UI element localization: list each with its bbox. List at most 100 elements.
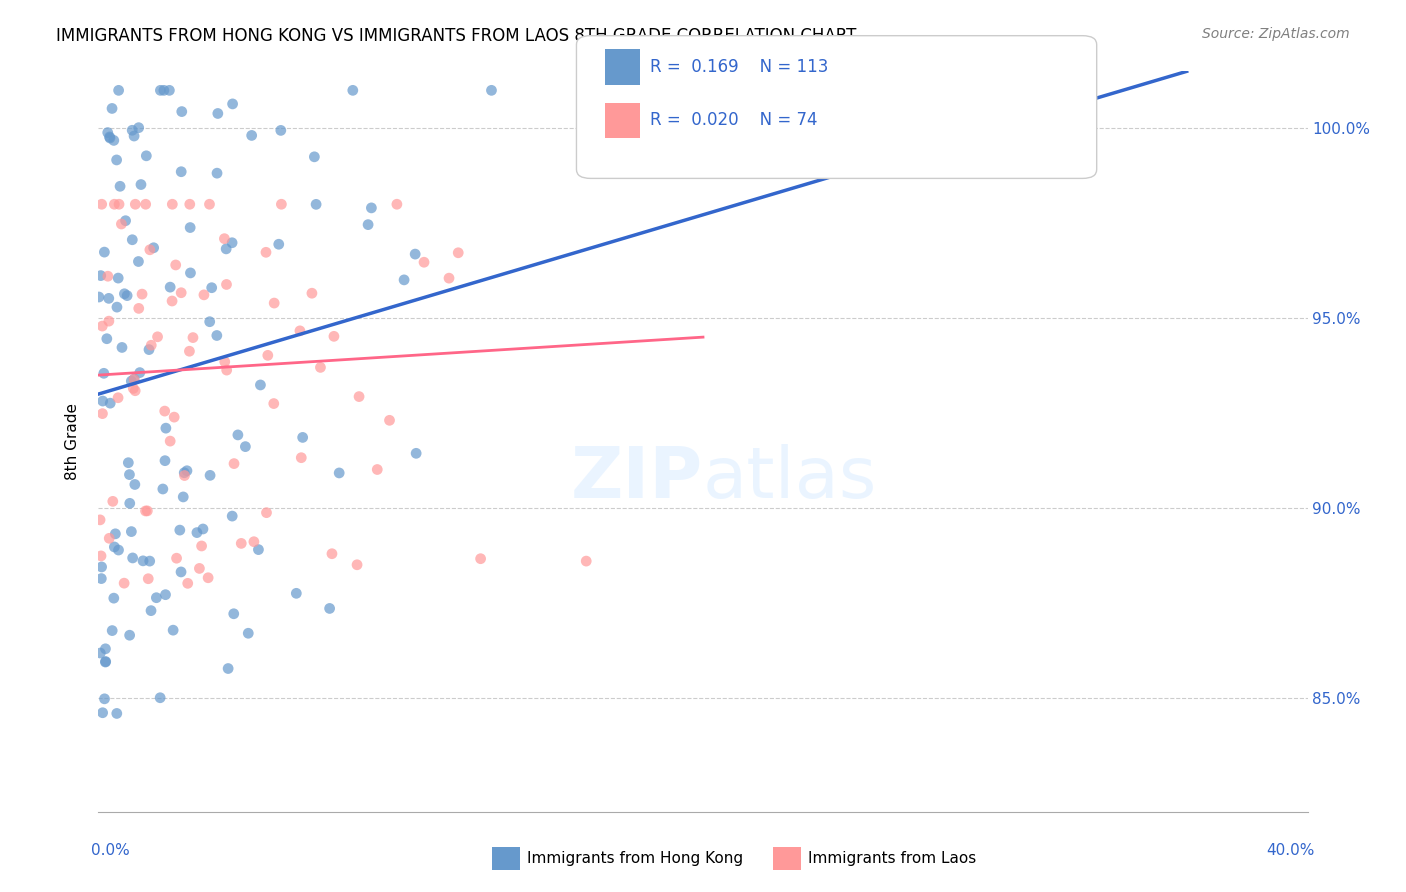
Immigrants from Hong Kong xyxy=(153,453,176,467)
Text: R =  0.020    N = 74: R = 0.020 N = 74 xyxy=(650,112,817,129)
Immigrants from Hong Kong xyxy=(138,554,160,568)
Immigrants from Laos xyxy=(97,314,120,328)
Immigrants from Laos xyxy=(263,296,285,310)
Immigrants from Hong Kong xyxy=(138,343,160,357)
Y-axis label: 8th Grade: 8th Grade xyxy=(65,403,80,480)
Immigrants from Hong Kong xyxy=(176,464,198,478)
Immigrants from Hong Kong xyxy=(90,572,112,586)
Immigrants from Hong Kong xyxy=(170,565,193,579)
Immigrants from Hong Kong xyxy=(153,83,176,97)
Immigrants from Laos xyxy=(98,531,121,545)
Immigrants from Hong Kong xyxy=(98,131,121,145)
Immigrants from Laos xyxy=(290,450,312,465)
Immigrants from Laos xyxy=(101,494,124,508)
Immigrants from Laos xyxy=(385,197,408,211)
Immigrants from Laos xyxy=(366,462,388,476)
Immigrants from Laos xyxy=(181,330,204,344)
Immigrants from Hong Kong xyxy=(142,241,165,255)
Immigrants from Hong Kong xyxy=(93,367,115,381)
Immigrants from Hong Kong xyxy=(247,542,270,557)
Immigrants from Hong Kong xyxy=(159,280,181,294)
Immigrants from Hong Kong xyxy=(291,430,314,444)
Immigrants from Hong Kong xyxy=(118,467,141,482)
Immigrants from Hong Kong xyxy=(205,166,228,180)
Immigrants from Hong Kong xyxy=(103,591,125,606)
Immigrants from Hong Kong xyxy=(128,366,150,380)
Immigrants from Laos xyxy=(309,360,332,375)
Immigrants from Hong Kong xyxy=(221,235,243,250)
Immigrants from Hong Kong xyxy=(179,266,201,280)
Immigrants from Hong Kong xyxy=(235,440,257,454)
Immigrants from Laos xyxy=(141,338,163,352)
Immigrants from Laos xyxy=(131,287,153,301)
Immigrants from Laos xyxy=(124,197,146,211)
Immigrants from Laos xyxy=(146,330,169,344)
Immigrants from Laos xyxy=(159,434,181,449)
Immigrants from Hong Kong xyxy=(172,490,194,504)
Immigrants from Hong Kong xyxy=(201,281,224,295)
Immigrants from Hong Kong xyxy=(117,456,139,470)
Text: R =  0.169    N = 113: R = 0.169 N = 113 xyxy=(650,58,828,76)
Immigrants from Laos xyxy=(135,504,157,518)
Text: Immigrants from Laos: Immigrants from Laos xyxy=(808,852,977,866)
Immigrants from Hong Kong xyxy=(128,120,150,135)
Immigrants from Hong Kong xyxy=(121,550,143,565)
Immigrants from Hong Kong xyxy=(105,153,128,167)
Immigrants from Hong Kong xyxy=(91,706,114,720)
Immigrants from Laos xyxy=(347,390,370,404)
Immigrants from Laos xyxy=(97,269,120,284)
Immigrants from Hong Kong xyxy=(240,128,263,143)
Immigrants from Laos xyxy=(166,551,188,566)
Immigrants from Laos xyxy=(470,551,492,566)
Immigrants from Hong Kong xyxy=(217,661,239,675)
Immigrants from Hong Kong xyxy=(98,130,121,145)
Immigrants from Laos xyxy=(243,534,266,549)
Immigrants from Laos xyxy=(90,549,112,563)
Immigrants from Laos xyxy=(122,372,145,386)
Immigrants from Hong Kong xyxy=(127,254,149,268)
Text: 0.0%: 0.0% xyxy=(91,843,131,858)
Immigrants from Hong Kong xyxy=(360,201,382,215)
Immigrants from Laos xyxy=(103,197,125,211)
Immigrants from Hong Kong xyxy=(135,149,157,163)
Immigrants from Hong Kong xyxy=(149,690,172,705)
Immigrants from Laos xyxy=(222,457,245,471)
Immigrants from Hong Kong xyxy=(111,341,134,355)
Immigrants from Laos xyxy=(575,554,598,568)
Immigrants from Hong Kong xyxy=(221,509,243,524)
Immigrants from Hong Kong xyxy=(124,477,146,491)
Immigrants from Hong Kong xyxy=(392,273,415,287)
Immigrants from Laos xyxy=(136,504,159,518)
Immigrants from Laos xyxy=(214,232,236,246)
Immigrants from Hong Kong xyxy=(222,607,245,621)
Immigrants from Hong Kong xyxy=(118,628,141,642)
Immigrants from Laos xyxy=(437,271,460,285)
Immigrants from Hong Kong xyxy=(89,646,111,660)
Immigrants from Laos xyxy=(112,576,135,591)
Immigrants from Laos xyxy=(254,245,277,260)
Immigrants from Laos xyxy=(110,217,132,231)
Immigrants from Hong Kong xyxy=(101,102,124,116)
Immigrants from Hong Kong xyxy=(101,624,124,638)
Immigrants from Hong Kong xyxy=(115,288,138,302)
Immigrants from Laos xyxy=(270,197,292,211)
Immigrants from Hong Kong xyxy=(357,218,380,232)
Text: ZIP: ZIP xyxy=(571,444,703,513)
Immigrants from Hong Kong xyxy=(93,245,115,260)
Immigrants from Laos xyxy=(288,324,311,338)
Immigrants from Hong Kong xyxy=(304,150,326,164)
Immigrants from Laos xyxy=(89,513,111,527)
Immigrants from Hong Kong xyxy=(215,242,238,256)
Immigrants from Hong Kong xyxy=(404,247,426,261)
Immigrants from Hong Kong xyxy=(122,372,145,386)
Immigrants from Hong Kong xyxy=(105,706,128,721)
Immigrants from Hong Kong xyxy=(305,197,328,211)
Immigrants from Laos xyxy=(170,285,193,300)
Immigrants from Hong Kong xyxy=(97,291,120,305)
Immigrants from Hong Kong xyxy=(149,83,172,97)
Text: Immigrants from Hong Kong: Immigrants from Hong Kong xyxy=(527,852,744,866)
Immigrants from Hong Kong xyxy=(179,220,201,235)
Immigrants from Laos xyxy=(108,197,131,211)
Immigrants from Hong Kong xyxy=(170,165,193,179)
Immigrants from Hong Kong xyxy=(169,523,191,537)
